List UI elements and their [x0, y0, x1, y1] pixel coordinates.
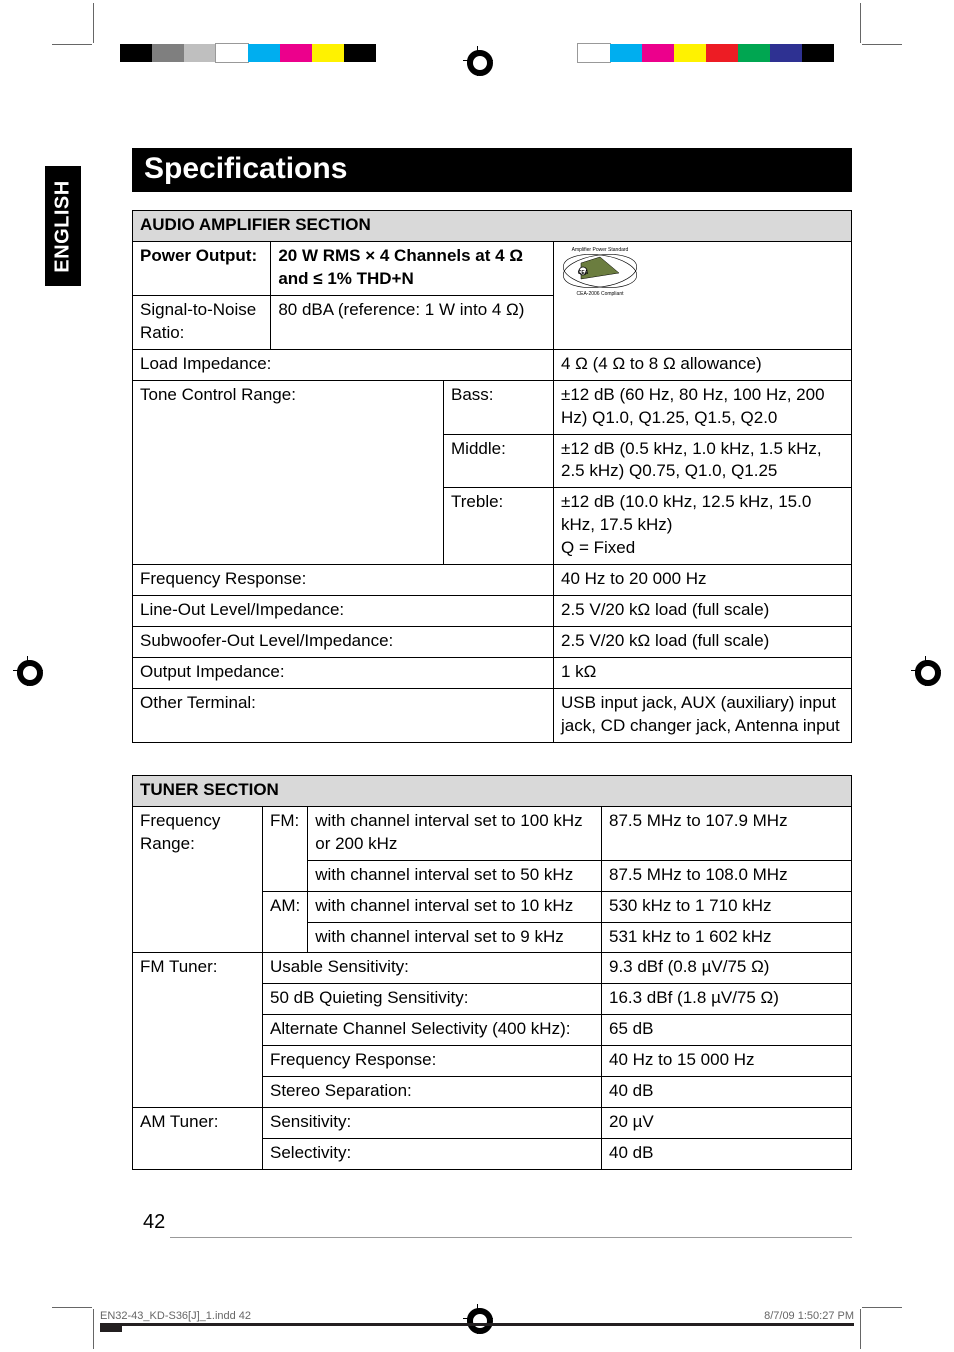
cea-logo-cell: CEA Amplifier Power Standard CEA-2006 Co…: [554, 241, 852, 349]
label-cell: with channel interval set to 9 kHz: [308, 922, 602, 953]
crop-mark: [52, 44, 92, 45]
value-cell: 9.3 dBf (0.8 µV/75 Ω): [602, 953, 852, 984]
content-area: Specifications AUDIO AMPLIFIER SECTION P…: [132, 148, 852, 1202]
color-bar-left: [120, 44, 376, 62]
sub-label-cell: Treble:: [444, 488, 554, 565]
label-cell: Frequency Range:: [133, 806, 263, 953]
label-cell: Selectivity:: [263, 1139, 602, 1170]
audio-amplifier-table: AUDIO AMPLIFIER SECTION Power Output: 20…: [132, 210, 852, 743]
sub-label-cell: Bass:: [444, 380, 554, 434]
label-cell: FM Tuner:: [133, 953, 263, 1108]
value-cell: 40 dB: [602, 1077, 852, 1108]
crop-mark: [93, 3, 94, 43]
label-cell: Load Impedance:: [133, 349, 554, 380]
registration-mark: [915, 660, 937, 682]
language-tab-text: ENGLISH: [52, 180, 75, 272]
page-title: Specifications: [132, 148, 852, 192]
crop-mark: [862, 1307, 902, 1308]
label-cell: with channel interval set to 50 kHz: [308, 860, 602, 891]
slug-right: 8/7/09 1:50:27 PM: [764, 1310, 854, 1322]
value-cell: 2.5 V/20 kΩ load (full scale): [554, 627, 852, 658]
color-bar-right: [578, 44, 834, 62]
label-cell: Power Output:: [133, 241, 271, 295]
value-cell: 87.5 MHz to 108.0 MHz: [602, 860, 852, 891]
label-cell: Other Terminal:: [133, 688, 554, 742]
value-cell: 20 W RMS × 4 Channels at 4 Ω and ≤ 1% TH…: [271, 241, 554, 295]
footer-notch: [100, 1323, 122, 1332]
page: ENGLISH Specifications AUDIO AMPLIFIER S…: [0, 0, 954, 1352]
svg-text:CEA: CEA: [578, 270, 589, 276]
value-cell: 2.5 V/20 kΩ load (full scale): [554, 596, 852, 627]
label-cell: with channel interval set to 10 kHz: [308, 891, 602, 922]
value-cell: 16.3 dBf (1.8 µV/75 Ω): [602, 984, 852, 1015]
label-cell: Sensitivity:: [263, 1108, 602, 1139]
value-cell: 40 dB: [602, 1139, 852, 1170]
tuner-table: TUNER SECTION Frequency Range: FM: with …: [132, 775, 852, 1170]
crop-mark: [52, 1307, 92, 1308]
crop-mark: [862, 44, 902, 45]
value-cell: 4 Ω (4 Ω to 8 Ω allowance): [554, 349, 852, 380]
sub-label-cell: Middle:: [444, 434, 554, 488]
label-cell: Signal-to-Noise Ratio:: [133, 295, 271, 349]
crop-mark: [93, 1309, 94, 1349]
svg-text:CEA-2006 Compliant: CEA-2006 Compliant: [577, 291, 625, 297]
label-cell: Usable Sensitivity:: [263, 953, 602, 984]
crop-mark: [860, 1309, 861, 1349]
value-cell: 530 kHz to 1 710 kHz: [602, 891, 852, 922]
label-cell: Output Impedance:: [133, 658, 554, 689]
label-cell: with channel interval set to 100 kHz or …: [308, 806, 602, 860]
value-cell: 20 µV: [602, 1108, 852, 1139]
label-cell: Frequency Response:: [133, 565, 554, 596]
value-cell: 80 dBA (reference: 1 W into 4 Ω): [271, 295, 554, 349]
value-cell: ±12 dB (60 Hz, 80 Hz, 100 Hz, 200 Hz) Q1…: [554, 380, 852, 434]
label-cell: Line-Out Level/Impedance:: [133, 596, 554, 627]
label-cell: AM Tuner:: [133, 1108, 263, 1170]
value-cell: 40 Hz to 20 000 Hz: [554, 565, 852, 596]
footer-rule-thin: [170, 1237, 852, 1238]
footer-rule: [122, 1323, 854, 1326]
slug-left: EN32-43_KD-S36[J]_1.indd 42: [100, 1310, 251, 1322]
value-cell: ±12 dB (0.5 kHz, 1.0 kHz, 1.5 kHz, 2.5 k…: [554, 434, 852, 488]
sub-label-cell: AM:: [263, 891, 308, 953]
value-cell: 40 Hz to 15 000 Hz: [602, 1046, 852, 1077]
language-tab: ENGLISH: [45, 166, 81, 286]
label-cell: Stereo Separation:: [263, 1077, 602, 1108]
print-slug: EN32-43_KD-S36[J]_1.indd 42 8/7/09 1:50:…: [100, 1310, 854, 1322]
crop-mark: [860, 3, 861, 43]
value-cell: 65 dB: [602, 1015, 852, 1046]
label-cell: Tone Control Range:: [133, 380, 444, 565]
cea-logo: CEA Amplifier Power Standard CEA-2006 Co…: [561, 245, 641, 295]
label-cell: Frequency Response:: [263, 1046, 602, 1077]
value-cell: 531 kHz to 1 602 kHz: [602, 922, 852, 953]
label-cell: 50 dB Quieting Sensitivity:: [263, 984, 602, 1015]
value-cell: 1 kΩ: [554, 658, 852, 689]
section-header: TUNER SECTION: [133, 775, 852, 806]
value-cell: 87.5 MHz to 107.9 MHz: [602, 806, 852, 860]
label-cell: Subwoofer-Out Level/Impedance:: [133, 627, 554, 658]
registration-mark: [467, 50, 489, 72]
section-header: AUDIO AMPLIFIER SECTION: [133, 211, 852, 242]
value-cell: USB input jack, AUX (auxiliary) input ja…: [554, 688, 852, 742]
svg-text:Amplifier Power Standard: Amplifier Power Standard: [572, 247, 629, 253]
page-number: 42: [143, 1211, 165, 1234]
value-cell: ±12 dB (10.0 kHz, 12.5 kHz, 15.0 kHz, 17…: [554, 488, 852, 565]
registration-mark: [17, 660, 39, 682]
sub-label-cell: FM:: [263, 806, 308, 891]
label-cell: Alternate Channel Selectivity (400 kHz):: [263, 1015, 602, 1046]
